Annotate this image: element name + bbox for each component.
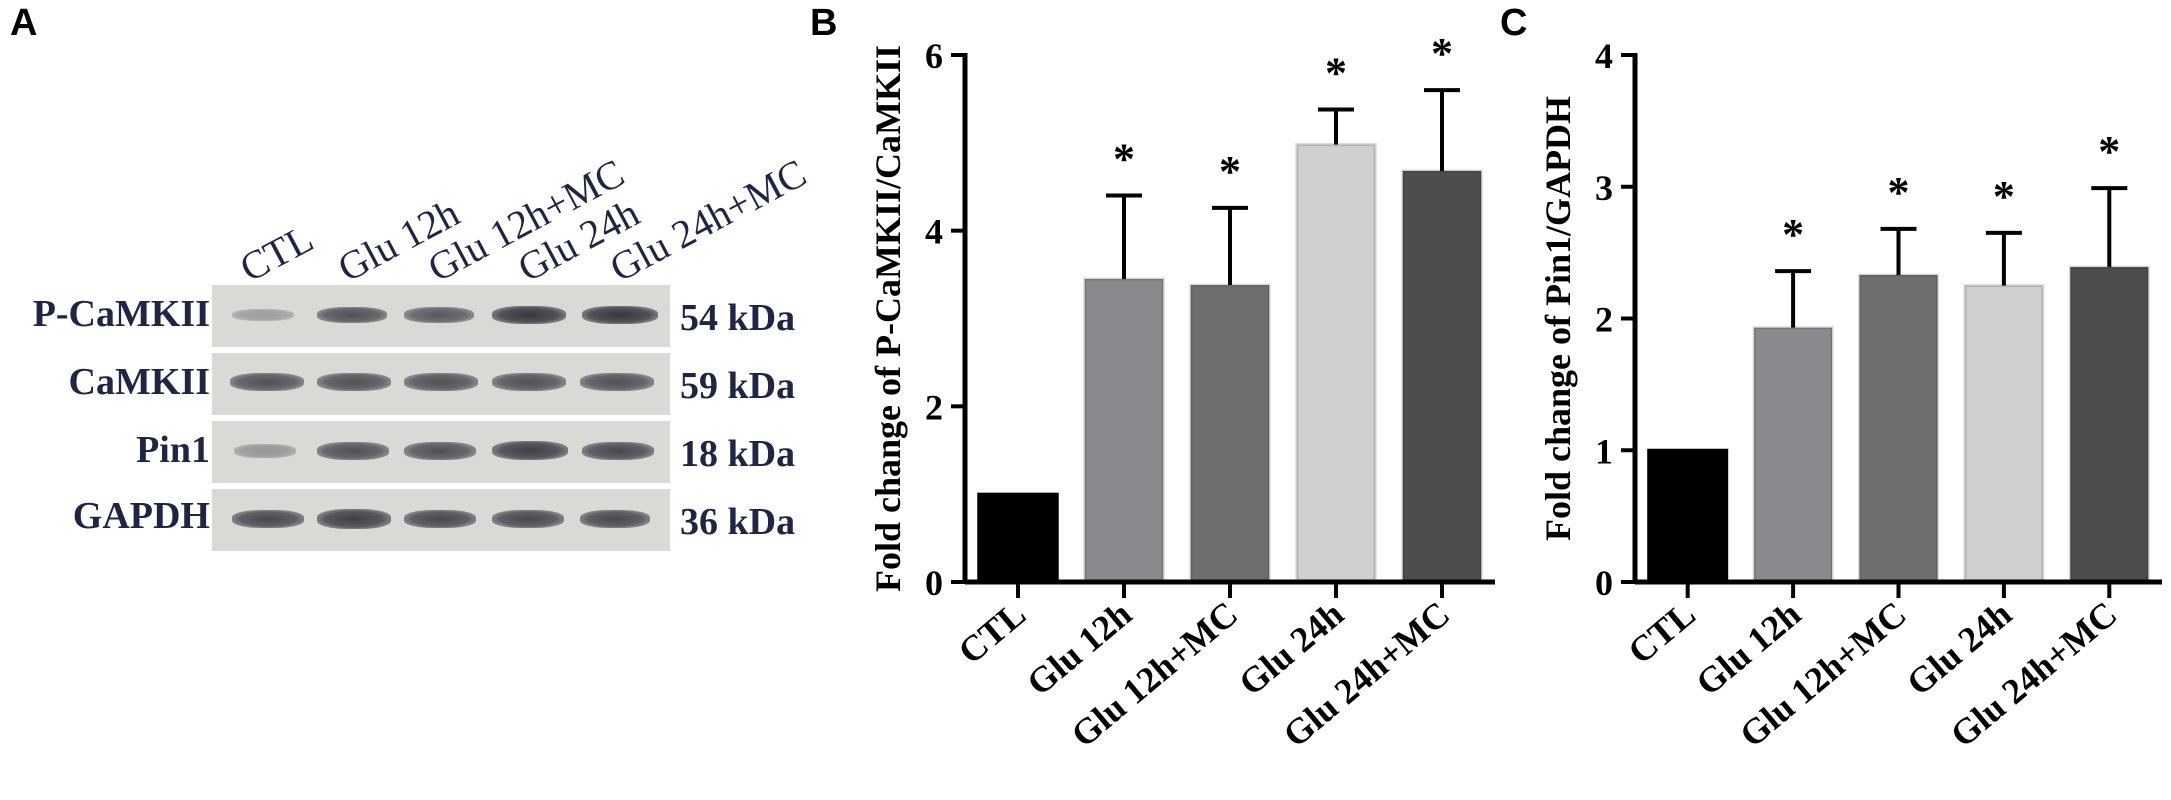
blot-band bbox=[404, 442, 476, 460]
bar-glu-24h bbox=[1295, 143, 1377, 584]
blot-band bbox=[404, 373, 478, 391]
bar-glu-24h-mc bbox=[2068, 265, 2150, 584]
kda-label-pin1: 18 kDa bbox=[680, 433, 796, 475]
protein-label-gapdh: GAPDH bbox=[72, 495, 210, 537]
significance-star-glu-24h: * bbox=[1325, 48, 1347, 97]
blot-band bbox=[317, 307, 387, 323]
panel-c-letter: C bbox=[1500, 2, 1528, 44]
y-tick-label: 4 bbox=[925, 212, 943, 252]
panel-b-letter: B bbox=[810, 2, 838, 44]
blot-band bbox=[404, 510, 476, 528]
y-tick-label: 2 bbox=[1595, 300, 1613, 340]
bar-glu-24h bbox=[1963, 284, 2045, 584]
blot-strip-camkii bbox=[212, 353, 670, 415]
blot-band bbox=[582, 442, 654, 460]
significance-star-glu-24h-mc: * bbox=[2098, 127, 2120, 176]
y-tick-label: 6 bbox=[925, 36, 943, 76]
lane-label-ctl: CTL bbox=[232, 215, 321, 291]
western-blot-panel: CTL Glu 12h Glu 12h+MC Glu 24h Glu 24h+M… bbox=[0, 0, 840, 800]
kda-label-p-camkii: 54 kDa bbox=[680, 297, 796, 339]
blot-band bbox=[317, 509, 391, 529]
y-tick-label: 0 bbox=[925, 563, 943, 603]
kda-label-camkii: 59 kDa bbox=[680, 365, 796, 407]
y-axis-label: Fold change of Pin1/GAPDH bbox=[1538, 96, 1578, 541]
bar-ctl bbox=[1647, 448, 1729, 584]
chart-p-camkii: Fold change of P-CaMKII/CaMKII 0246CTL*Gl… bbox=[868, 29, 1495, 755]
blot-strip-gapdh bbox=[212, 489, 670, 551]
protein-label-camkii: CaMKII bbox=[68, 361, 210, 403]
blot-band bbox=[492, 441, 568, 460]
y-tick-label: 0 bbox=[1595, 563, 1613, 603]
blot-band bbox=[234, 444, 296, 458]
significance-star-glu-12h: * bbox=[1782, 210, 1804, 259]
protein-label-p-camkii: P-CaMKII bbox=[32, 293, 210, 335]
blot-band bbox=[582, 306, 658, 324]
blot-band bbox=[317, 373, 391, 391]
blot-band bbox=[492, 373, 566, 391]
blot-strip-p-camkii bbox=[212, 285, 670, 347]
bar-glu-12h bbox=[1083, 277, 1165, 584]
blot-band bbox=[232, 309, 294, 321]
bar-glu-12h-mc bbox=[1858, 273, 1939, 584]
blot-band bbox=[492, 510, 564, 528]
protein-label-pin1: Pin1 bbox=[136, 429, 210, 471]
significance-star-glu-24h: * bbox=[1993, 172, 2015, 221]
blot-strip-pin1 bbox=[212, 421, 670, 483]
x-tick-label-ctl: CTL bbox=[951, 593, 1033, 671]
significance-star-glu-12h: * bbox=[1113, 135, 1135, 184]
bar-ctl bbox=[977, 492, 1059, 584]
blot-band bbox=[404, 307, 474, 323]
significance-star-glu-24h-mc: * bbox=[1431, 29, 1453, 78]
bar-glu-12h-mc bbox=[1189, 283, 1271, 584]
significance-star-glu-12h-mc: * bbox=[1888, 168, 1910, 217]
x-tick-label-ctl: CTL bbox=[1620, 593, 1702, 671]
blot-band bbox=[317, 442, 389, 460]
kda-label-gapdh: 36 kDa bbox=[680, 501, 796, 543]
bar-glu-24h-mc bbox=[1401, 169, 1483, 584]
blot-band bbox=[232, 510, 304, 528]
significance-star-glu-12h-mc: * bbox=[1219, 147, 1241, 196]
blot-band bbox=[580, 510, 650, 528]
blot-band bbox=[230, 373, 304, 391]
y-tick-label: 3 bbox=[1595, 168, 1613, 208]
bar-glu-12h bbox=[1752, 326, 1834, 584]
y-tick-label: 2 bbox=[925, 387, 943, 427]
blot-band bbox=[580, 373, 654, 391]
blot-band bbox=[492, 306, 566, 324]
y-tick-label: 1 bbox=[1595, 431, 1613, 471]
panel-a-letter: A bbox=[10, 2, 38, 44]
y-axis-label: Fold change of P-CaMKII/CaMKII bbox=[868, 45, 908, 592]
y-tick-label: 4 bbox=[1595, 36, 1613, 76]
